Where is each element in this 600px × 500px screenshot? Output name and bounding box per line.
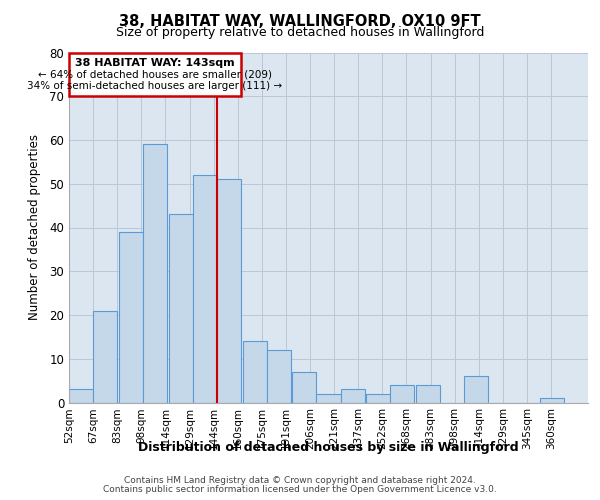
Bar [416, 385, 440, 402]
Text: Contains public sector information licensed under the Open Government Licence v3: Contains public sector information licen… [103, 484, 497, 494]
Bar [391, 385, 415, 402]
Text: 38 HABITAT WAY: 143sqm: 38 HABITAT WAY: 143sqm [75, 58, 235, 68]
Bar [143, 144, 167, 402]
Text: ← 64% of detached houses are smaller (209): ← 64% of detached houses are smaller (20… [38, 70, 272, 80]
Text: Contains HM Land Registry data © Crown copyright and database right 2024.: Contains HM Land Registry data © Crown c… [124, 476, 476, 485]
Text: 34% of semi-detached houses are larger (111) →: 34% of semi-detached houses are larger (… [28, 80, 283, 91]
Text: Size of property relative to detached houses in Wallingford: Size of property relative to detached ho… [116, 26, 484, 39]
Y-axis label: Number of detached properties: Number of detached properties [28, 134, 41, 320]
Bar [292, 372, 316, 402]
Bar [93, 310, 117, 402]
Bar [193, 175, 217, 402]
Bar [316, 394, 341, 402]
Bar [366, 394, 391, 402]
Bar [217, 180, 241, 402]
Bar [69, 52, 241, 96]
Bar [341, 390, 365, 402]
Bar [242, 341, 266, 402]
Bar [169, 214, 193, 402]
Text: 38, HABITAT WAY, WALLINGFORD, OX10 9FT: 38, HABITAT WAY, WALLINGFORD, OX10 9FT [119, 14, 481, 29]
Bar [69, 390, 93, 402]
Bar [119, 232, 143, 402]
Bar [540, 398, 564, 402]
Bar [464, 376, 488, 402]
Bar [266, 350, 291, 403]
Text: Distribution of detached houses by size in Wallingford: Distribution of detached houses by size … [139, 441, 519, 454]
